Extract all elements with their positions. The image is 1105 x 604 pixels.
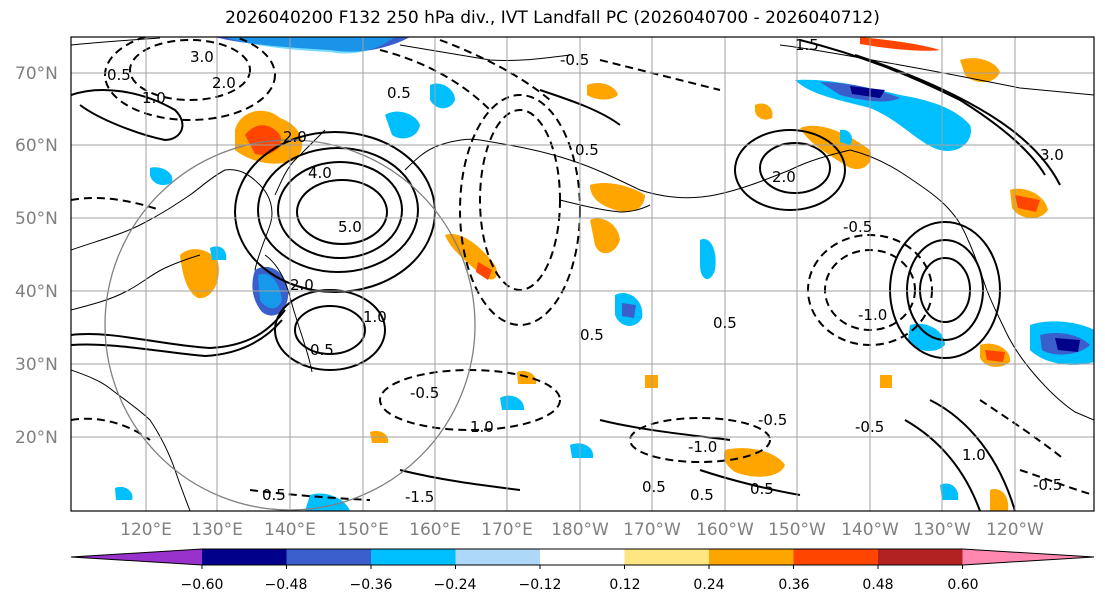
contour-label: 3.0	[1040, 146, 1064, 164]
lon-label: 150°E	[337, 520, 389, 540]
colorbar-bin	[878, 549, 963, 565]
lat-label: 30°N	[15, 355, 58, 375]
lat-label: 40°N	[15, 282, 58, 302]
lat-label: 20°N	[15, 428, 58, 448]
colorbar-bin	[371, 549, 456, 565]
colorbar-tick-label: 0.60	[947, 577, 978, 593]
lon-label: 130°W	[913, 520, 971, 540]
contour-label: 1.5	[795, 36, 819, 54]
colorbar-bin	[202, 549, 287, 565]
contour-label: 2.0	[283, 128, 307, 146]
gridlines	[71, 37, 1094, 511]
contour-label: 5.0	[338, 218, 362, 236]
colorbar-tick-label: −0.48	[265, 577, 308, 593]
contour-label: -0.5	[855, 418, 884, 436]
contour-label: -1.5	[405, 488, 434, 506]
lon-label: 140°E	[264, 520, 316, 540]
map-title: 2026040200 F132 250 hPa div., IVT Landfa…	[225, 8, 880, 28]
colorbar-tick-label: −0.12	[519, 577, 562, 593]
contour-label: 1.0	[142, 89, 166, 107]
colorbar-tick-label: 0.24	[693, 577, 724, 593]
lat-label: 50°N	[15, 209, 58, 229]
colorbar-tick-label: 0.36	[778, 577, 809, 593]
lon-label: 120°W	[986, 520, 1044, 540]
contour-label: 0.5	[107, 66, 131, 84]
contour-label: -0.5	[843, 218, 872, 236]
contour-label: 0.5	[713, 314, 737, 332]
colorbar-bin	[793, 549, 879, 565]
contour-label: 0.5	[310, 341, 334, 359]
colorbar-bin	[455, 549, 541, 565]
colorbar-tick-label: −0.24	[434, 577, 477, 593]
contour-label: 0.5	[575, 141, 599, 159]
longitude-labels: 120°E 130°E 140°E 150°E 160°E 170°E 180°…	[120, 520, 1044, 540]
contour-label: 0.5	[750, 480, 774, 498]
colorbar-bin	[709, 549, 794, 565]
contour-label: -0.5	[410, 384, 439, 402]
contour-label: 0.5	[262, 486, 286, 504]
contour-labels: 3.0 2.0 0.5 1.0 2.0 4.0 5.0 2.0 1.0 0.5 …	[107, 36, 1064, 506]
contour-label: 1.0	[470, 418, 494, 436]
colorbar-bin	[286, 549, 372, 565]
contour-label: 0.5	[690, 486, 714, 504]
contour-label: 0.5	[580, 326, 604, 344]
lon-label: 140°W	[841, 520, 899, 540]
colorbar-tick-label: 0.48	[862, 577, 893, 593]
contour-label: 1.0	[962, 446, 986, 464]
colorbar-extension-min	[71, 549, 202, 565]
lon-label: 120°E	[120, 520, 172, 540]
contour-label: 2.0	[772, 168, 796, 186]
map-frame	[70, 36, 1095, 512]
divergence-shading	[115, 37, 1094, 511]
colorbar-bin	[540, 549, 625, 565]
contour-label: -0.5	[560, 51, 589, 69]
lat-label: 60°N	[15, 136, 58, 156]
lon-label: 130°E	[191, 520, 243, 540]
contour-label: 2.0	[290, 276, 314, 294]
colorbar-tick-label: 0.12	[609, 577, 640, 593]
colorbar-bin	[624, 549, 710, 565]
colorbar-extension-max	[962, 549, 1094, 565]
lon-label: 160°E	[409, 520, 461, 540]
contour-label: 4.0	[308, 164, 332, 182]
colorbar-tick-label: −0.36	[350, 577, 393, 593]
contour-label: -0.5	[758, 411, 787, 429]
lon-label: 160°W	[696, 520, 754, 540]
contour-label: 2.0	[212, 74, 236, 92]
latitude-labels: 70°N 60°N 50°N 40°N 30°N 20°N	[15, 64, 58, 448]
colorbar-tick-label: −0.60	[181, 577, 224, 593]
contour-label: -1.0	[688, 438, 717, 456]
lon-label: 170°W	[623, 520, 681, 540]
lon-label: 180°W	[551, 520, 609, 540]
contour-label: 0.5	[387, 84, 411, 102]
lon-label: 150°W	[768, 520, 826, 540]
lon-label: 170°E	[481, 520, 533, 540]
contour-label: 0.5	[642, 478, 666, 496]
lat-label: 70°N	[15, 64, 58, 84]
colorbar-tick-labels: −0.60 −0.48 −0.36 −0.24 −0.12 0.12 0.24 …	[181, 577, 979, 593]
contour-label: -1.0	[858, 306, 887, 324]
contour-label: 1.0	[363, 308, 387, 326]
colorbar	[70, 548, 1095, 569]
contour-label: -0.5	[1033, 476, 1062, 494]
contour-label: 3.0	[190, 48, 214, 66]
